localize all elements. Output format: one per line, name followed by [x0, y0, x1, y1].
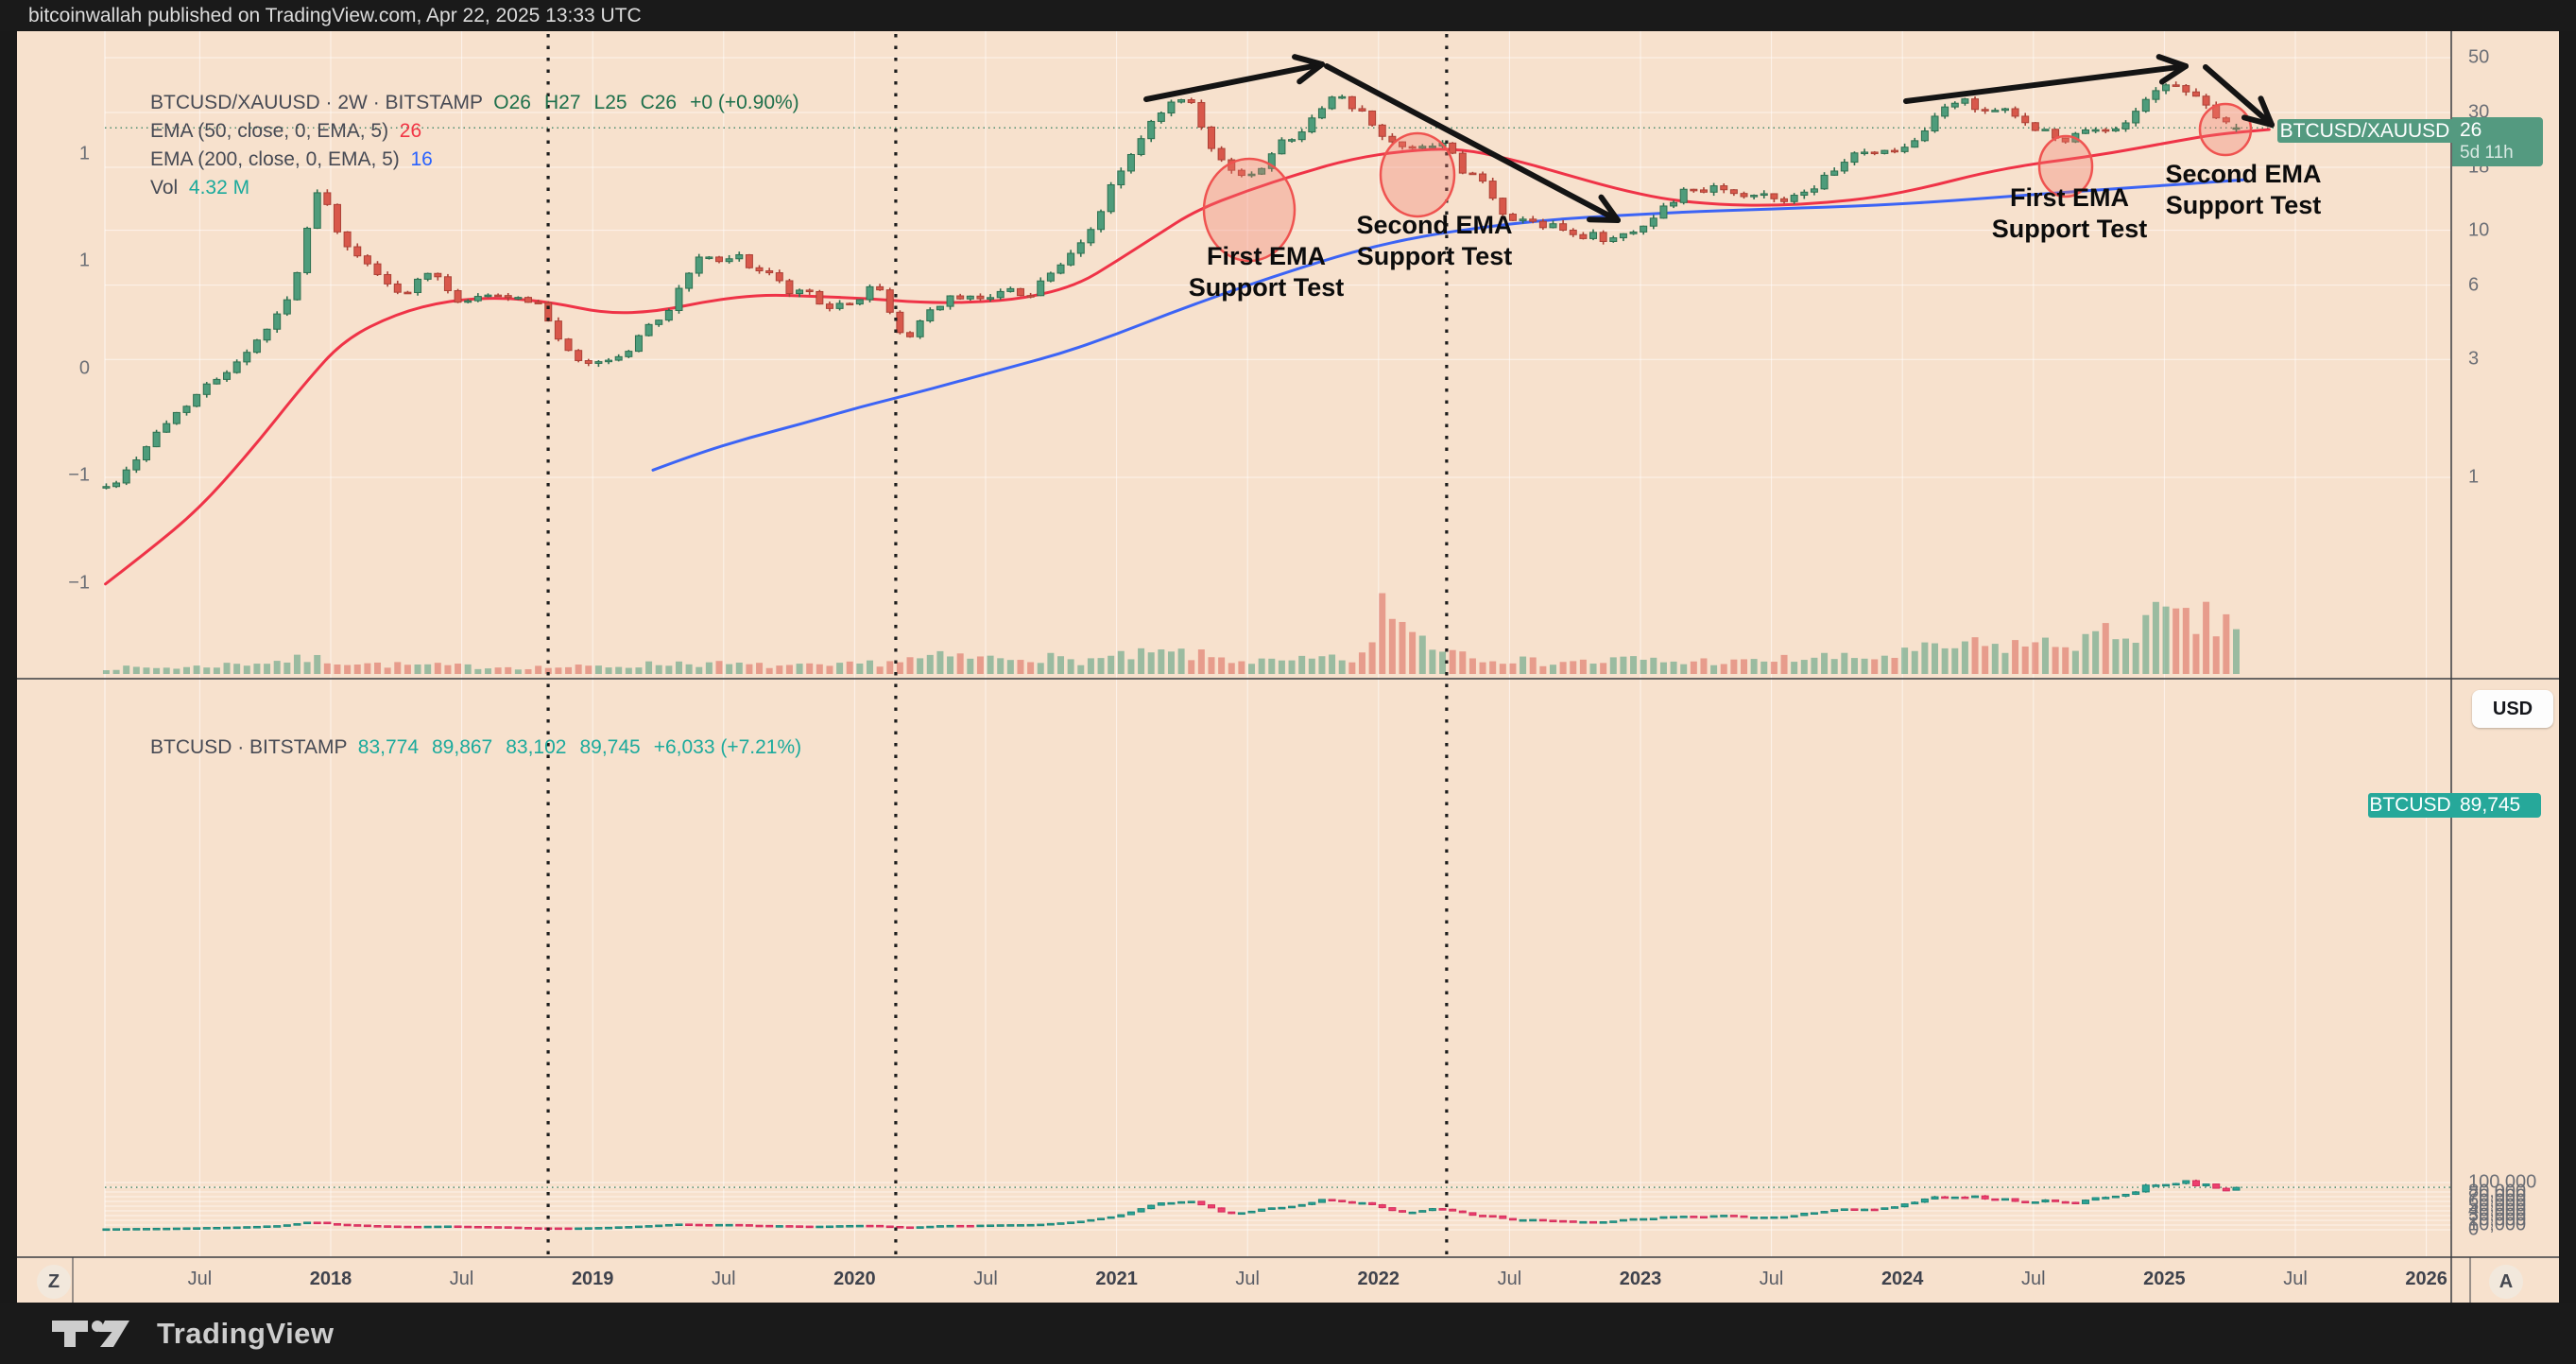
support-test-label-line: Second EMA [2165, 160, 2322, 188]
time-axis-tick: Jul [973, 1269, 998, 1289]
time-axis-tick: 2026 [2405, 1269, 2447, 1289]
btcusd-axis-tick: 20,000 [2468, 1209, 2527, 1231]
btcusd-change: +6,033 (+7.21%) [653, 736, 802, 758]
btcusd-axis-tick: 10,000 [2468, 1214, 2527, 1235]
left-axis-tick: −1 [68, 464, 90, 486]
bar-countdown: 5d 11h [2460, 143, 2514, 163]
time-axis-tick: 2018 [309, 1269, 352, 1289]
support-test-label-line: Support Test [1188, 273, 1345, 302]
btcusd-axis-tick: 100,000 [2468, 1171, 2537, 1193]
ratio-price-badge: 26 5d 11h [2452, 117, 2543, 166]
support-test-label-line: First EMA [1206, 242, 1326, 270]
time-axis-tick: 2025 [2143, 1269, 2186, 1289]
ratio-symbol-title: BTCUSD/XAUUSD · 2W · BITSTAMP [150, 92, 483, 113]
time-axis-tick: Jul [2021, 1269, 2046, 1289]
btcusd-axis-tick: 40,000 [2468, 1200, 2527, 1221]
tradingview-logo-icon [52, 1321, 129, 1347]
ratio-axis-tick: 6 [2468, 274, 2480, 296]
time-axis-tick: Jul [187, 1269, 213, 1289]
ratio-change: +0 (+0.90%) [690, 92, 799, 113]
btcusd-axis-tick: 50,000 [2468, 1195, 2527, 1217]
footer-brand: TradingView [157, 1317, 335, 1350]
support-test-label-line: Support Test [2165, 191, 2322, 219]
ratio-axis-tick: 1 [2468, 466, 2480, 488]
btcusd-axis-tick: 70,000 [2468, 1185, 2527, 1207]
time-axis-tick: Jul [712, 1269, 736, 1289]
ratio-series-badge: BTCUSD/XAUUSD [2277, 119, 2452, 143]
btcusd-series-badge: BTCUSD [2368, 793, 2452, 818]
support-test-label-line: Support Test [1991, 215, 2148, 243]
ohlc-c: C26 [640, 92, 678, 113]
time-axis-tick: 2020 [833, 1269, 876, 1289]
ohlc-h: H27 [543, 92, 581, 113]
btcusd-legend-value: 89,867 [432, 736, 493, 758]
ratio-axis-tick: 30 [2468, 101, 2490, 123]
publish-header: bitcoinwallah published on TradingView.c… [0, 0, 2576, 31]
auto-scale-button[interactable]: A [2489, 1265, 2523, 1299]
support-test-label-2[interactable]: Second EMA Support Test [1356, 210, 1512, 272]
btcusd-pane-legend: BTCUSD · BITSTAMP 83,774 89,867 83,102 89,7… [117, 705, 801, 758]
ratio-legend-title-row[interactable]: BTCUSD/XAUUSD · 2W · BITSTAMP O26 H27 L25 C… [117, 60, 799, 113]
ohlc-l: L25 [593, 92, 627, 113]
btcusd-legend-value: 83,102 [506, 736, 567, 758]
ratio-axis-tick: 10 [2468, 219, 2490, 241]
btcusd-ohlc-values: 83,774 89,867 83,102 89,745 [358, 736, 654, 758]
volume-value: 4.32 M [188, 177, 250, 199]
footer-bar: TradingView [0, 1303, 2576, 1364]
chart-card[interactable] [17, 31, 2559, 1303]
left-axis-tick: −1 [68, 572, 90, 594]
ema200-value: 16 [410, 148, 433, 170]
timezone-button[interactable]: Z [37, 1265, 71, 1299]
ohlc-o: O26 [493, 92, 531, 113]
currency-usd-button[interactable]: USD [2472, 690, 2553, 728]
btcusd-axis-tick: 60,000 [2468, 1190, 2527, 1212]
publish-header-text: bitcoinwallah published on TradingView.c… [28, 5, 642, 26]
btcusd-legend-value: 89,745 [579, 736, 641, 758]
ratio-last-price: 26 [2460, 119, 2482, 141]
support-test-label-3[interactable]: First EMA Support Test [1992, 182, 2148, 245]
time-axis-tick: 2023 [1619, 1269, 1662, 1289]
support-test-label-line: Support Test [1356, 242, 1513, 270]
btcusd-axis-tick: 30,000 [2468, 1204, 2527, 1226]
time-axis-tick: 2019 [571, 1269, 614, 1289]
left-axis-tick: 0 [78, 357, 90, 379]
btcusd-legend-row[interactable]: BTCUSD · BITSTAMP 83,774 89,867 83,102 89,7… [117, 705, 801, 758]
time-axis-tick: Jul [449, 1269, 474, 1289]
ratio-axis-tick: 50 [2468, 46, 2490, 68]
ema50-label: EMA (50, close, 0, EMA, 5) [150, 120, 389, 142]
ema50-value: 26 [399, 120, 422, 142]
ratio-axis-tick: 3 [2468, 348, 2480, 370]
btcusd-axis-tick: 80,000 [2468, 1181, 2527, 1202]
btcusd-axis-tick: 0 [2468, 1218, 2480, 1240]
time-axis-tick: 2024 [1880, 1269, 1924, 1289]
time-axis-tick: Jul [1235, 1269, 1260, 1289]
ratio-ohlc-values: O26 H27 L25 C26 [493, 92, 690, 113]
ema200-label: EMA (200, close, 0, EMA, 5) [150, 148, 400, 170]
support-test-label-line: First EMA [2009, 183, 2129, 212]
btcusd-symbol-title: BTCUSD · BITSTAMP [150, 736, 348, 758]
support-test-label-line: Second EMA [1356, 211, 1513, 239]
time-axis-tick: Jul [1497, 1269, 1522, 1289]
btcusd-price-badge: 89,745 [2452, 793, 2541, 818]
time-axis-tick: 2021 [1095, 1269, 1138, 1289]
support-test-label-1[interactable]: First EMA Support Test [1189, 241, 1345, 303]
ratio-pane-legend: BTCUSD/XAUUSD · 2W · BITSTAMP O26 H27 L25 C… [117, 60, 799, 199]
btcusd-legend-value: 83,774 [357, 736, 419, 758]
left-axis-tick: 1 [78, 250, 90, 271]
support-test-label-4[interactable]: Second EMA Support Test [2165, 159, 2321, 221]
time-axis-tick: 2022 [1357, 1269, 1400, 1289]
time-axis-tick: Jul [1759, 1269, 1784, 1289]
volume-label: Vol [150, 177, 179, 199]
left-axis-tick: 1 [78, 143, 90, 164]
time-axis-tick: Jul [2283, 1269, 2308, 1289]
